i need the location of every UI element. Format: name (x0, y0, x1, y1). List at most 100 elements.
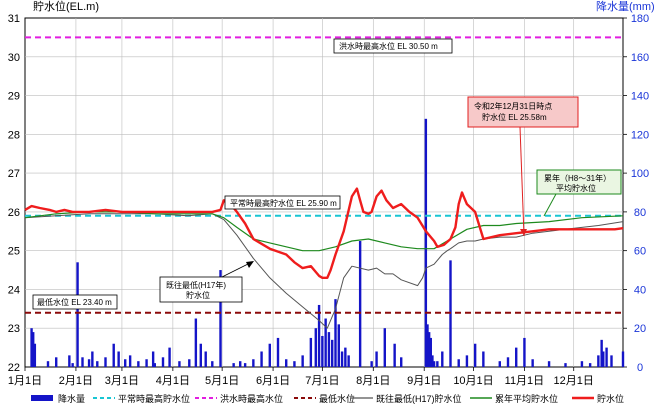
precip-bar (188, 359, 191, 367)
precip-bar (358, 240, 362, 367)
x-tick-label: 6月1日 (256, 375, 290, 387)
precip-bar (314, 328, 317, 367)
plot-area (24, 17, 624, 368)
precip-bar (600, 339, 603, 367)
precip-bar (331, 339, 334, 367)
precip-bar (340, 351, 344, 367)
precip-bar (436, 361, 439, 367)
precip-bar (580, 361, 584, 367)
precip-bar (429, 337, 432, 367)
y-tick-right: 40 (634, 284, 646, 296)
x-tick-label: 11月1日 (505, 375, 545, 387)
precip-bar (239, 361, 242, 367)
y-tick-left: 28 (8, 129, 20, 141)
precip-bar (482, 351, 485, 367)
precip-bar (506, 357, 510, 367)
x-tick-label: 12月1日 (554, 375, 594, 387)
precip-bar (117, 351, 120, 367)
x-axis: 1月1日 2月1日 3月1日 4月1日 5月1日 6月1日 7月1日 8月1日 9月1日 10月1… (8, 367, 594, 387)
x-tick-label: 3月1日 (105, 375, 139, 387)
x-tick-label: 2月1日 (59, 375, 93, 387)
y-tick-left: 29 (8, 91, 20, 103)
annotation-current: 令和2年12月31日時点 貯水位 EL 25.58m (467, 96, 579, 237)
y-tick-right: 140 (631, 91, 649, 103)
precip-bar (602, 351, 605, 367)
annotation-normal-level-text: 平常時最高貯水位 EL 25.90 m (230, 198, 337, 208)
precip-bar (194, 318, 198, 367)
annotation-min-level: 最低水位 EL 23.40 m (32, 294, 118, 310)
y-axis-right: 0 20 40 60 80 100 120 140 160 180 (623, 13, 649, 374)
precip-bar (375, 351, 378, 367)
precip-bar (515, 347, 518, 367)
legend-label-record-low: 既往最低(H17)貯水位 (376, 393, 462, 404)
precip-bar (91, 351, 94, 367)
precip-bar (145, 359, 148, 367)
annotation-current-line2: 貯水位 EL 25.58m (482, 112, 547, 122)
x-tick-label: 9月1日 (407, 375, 441, 387)
precip-bar (597, 355, 600, 367)
grid-lines (25, 18, 623, 367)
precip-bar (424, 118, 428, 367)
y-tick-right: 120 (631, 129, 649, 141)
precip-bar (276, 337, 280, 367)
x-tick-label: 1月1日 (8, 375, 42, 387)
annotation-record-low: 既往最低(H17年) 貯水位 (159, 261, 254, 303)
precip-bar (324, 318, 327, 367)
precip-bar (151, 351, 155, 367)
precip-bar (465, 355, 469, 367)
precip-bar (71, 363, 74, 367)
precip-bar (204, 351, 207, 367)
precip-bar (32, 332, 35, 367)
precip-bar (523, 337, 526, 367)
precip-bar (232, 363, 235, 367)
y-tick-left: 30 (8, 52, 20, 64)
y-tick-left: 24 (8, 284, 20, 296)
precip-bar (383, 328, 386, 367)
precip-bar (219, 270, 222, 367)
y-tick-right: 60 (634, 246, 646, 258)
x-tick-label: 8月1日 (356, 375, 390, 387)
precip-bar (427, 332, 431, 367)
precip-bar (431, 355, 434, 367)
annotation-current-line1: 令和2年12月31日時点 (474, 101, 552, 111)
series-line (24, 211, 624, 252)
precip-bar (344, 347, 347, 367)
precip-bar (621, 351, 625, 367)
annotation-record-low-line2: 貯水位 (186, 290, 210, 300)
precip-bar (400, 357, 403, 367)
y-tick-left: 22 (8, 362, 20, 374)
legend-label-flood: 洪水時最高水位 (220, 393, 283, 404)
precip-bar (104, 357, 107, 367)
legend-label-normal: 平常時最高貯水位 (118, 393, 190, 404)
y-tick-left: 27 (8, 168, 20, 180)
precip-bar (76, 262, 79, 367)
legend-swatch-precip (31, 395, 53, 401)
precip-bar (327, 332, 331, 367)
precip-bar (260, 351, 263, 367)
precip-bar (68, 355, 71, 367)
y-tick-right: 80 (634, 207, 646, 219)
ylabel-right: 降水量(mm) (596, 0, 654, 13)
precip-bar (252, 359, 255, 367)
x-tick-label: 5月1日 (205, 375, 239, 387)
precip-bar (605, 347, 608, 367)
series-line (24, 213, 624, 329)
precip-bar (124, 359, 127, 367)
precip-bar (337, 324, 340, 367)
annotation-average: 累年（H8～31年） 平均貯水位 (536, 169, 622, 217)
ylabel-left: 貯水位(EL.m) (33, 0, 99, 13)
legend-label-min: 最低水位 (319, 393, 355, 404)
precip-bar (309, 337, 313, 367)
legend-label-average: 累年平均貯水位 (495, 393, 558, 404)
precip-bar (441, 351, 444, 367)
annotation-flood-level: 洪水時最高水位 EL 30.50 m (333, 38, 453, 54)
precip-bar (473, 343, 477, 367)
y-tick-left: 31 (8, 13, 20, 25)
precip-bar (547, 361, 551, 367)
precip-bar (426, 324, 429, 367)
precip-bar (498, 361, 501, 367)
precip-bar (137, 361, 140, 367)
precip-bar (81, 357, 84, 367)
precip-bar (87, 359, 91, 367)
